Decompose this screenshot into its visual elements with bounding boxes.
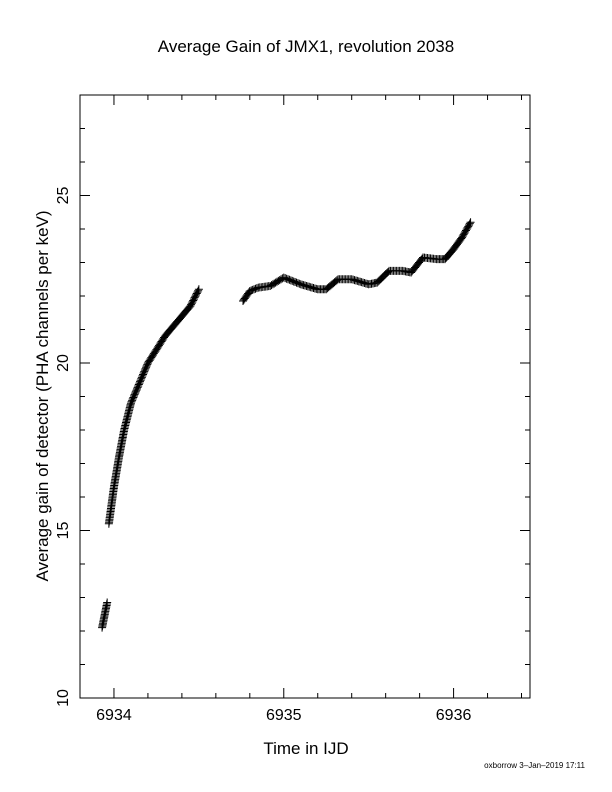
- data-point: [194, 286, 203, 295]
- x-tick-label: 6936: [436, 707, 472, 724]
- y-axis: 10 15 20 25: [55, 94, 530, 707]
- data-point: [379, 272, 388, 281]
- plot-frame: [79, 94, 531, 699]
- x-axis: 6934 6935 6936: [79, 95, 523, 724]
- chart-title: Average Gain of JMX1, revolution 2038: [158, 37, 454, 56]
- y-tick-label: 15: [55, 522, 72, 540]
- data-point: [381, 270, 390, 279]
- data-point: [373, 278, 382, 287]
- data-point: [103, 598, 112, 607]
- data-point: [382, 269, 391, 278]
- data-point: [377, 274, 386, 283]
- data-point: [465, 219, 474, 228]
- data-point: [194, 285, 203, 294]
- footer-stamp: oxborrow 3–Jan–2019 17:11: [484, 761, 585, 770]
- data-point: [374, 277, 383, 286]
- x-tick-label: 6934: [96, 707, 132, 724]
- x-axis-label: Time in IJD: [263, 739, 348, 758]
- data-point: [376, 275, 385, 284]
- y-tick-label: 20: [55, 354, 72, 372]
- data-points: [98, 218, 475, 632]
- y-tick-label: 10: [55, 689, 72, 707]
- x-tick-label: 6935: [266, 707, 302, 724]
- data-point: [380, 271, 389, 280]
- data-point: [466, 218, 475, 227]
- y-axis-label: Average gain of detector (PHA channels p…: [33, 210, 52, 581]
- y-tick-label: 25: [55, 187, 72, 205]
- data-point: [375, 276, 384, 285]
- data-point: [378, 273, 387, 282]
